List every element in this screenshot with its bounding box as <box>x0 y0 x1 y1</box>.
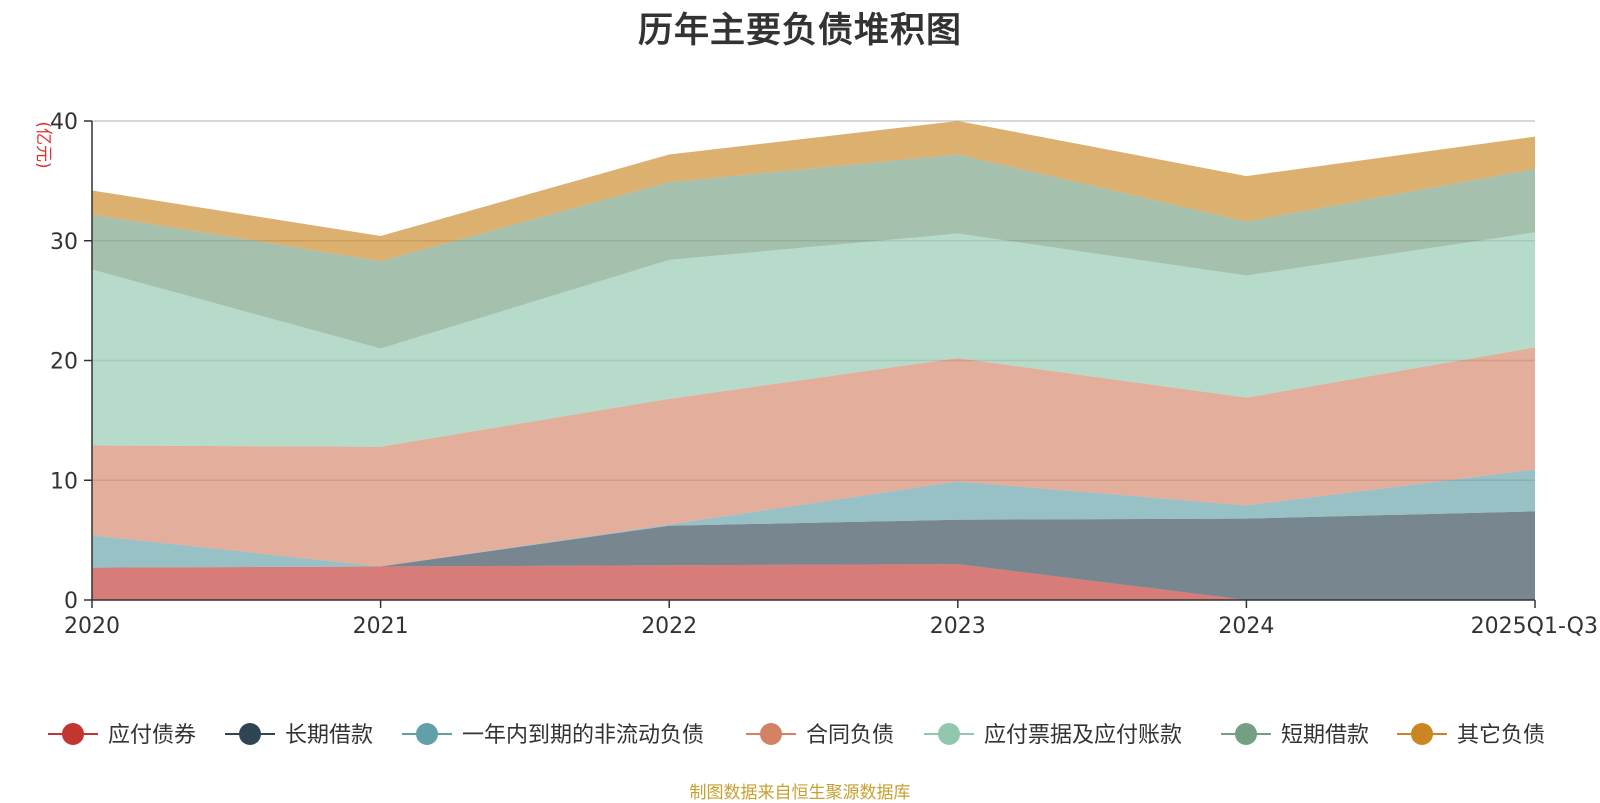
legend-marker <box>760 723 782 745</box>
legend-marker <box>1235 723 1257 745</box>
y-tick-label: 10 <box>50 469 78 494</box>
legend-marker <box>938 723 960 745</box>
source-note: 制图数据来自恒生聚源数据库 <box>689 783 911 803</box>
area-series-6 <box>92 121 1535 262</box>
legend-label: 应付票据及应付账款 <box>984 723 1182 748</box>
legend-marker <box>239 723 261 745</box>
legend-label: 一年内到期的非流动负债 <box>462 723 704 748</box>
legend-label: 应付债券 <box>108 723 196 748</box>
chart-title: 历年主要负债堆积图 <box>637 11 962 51</box>
area-series-2 <box>92 469 1535 568</box>
legend-marker <box>416 723 438 745</box>
y-tick-label: 20 <box>50 350 78 375</box>
y-axis-unit-label: (亿元) <box>33 121 53 168</box>
area-series-1 <box>92 511 1535 600</box>
y-tick-label: 30 <box>50 230 78 255</box>
legend-item[interactable]: 短期借款 <box>1221 723 1369 748</box>
legend-label: 其它负债 <box>1457 723 1545 748</box>
legend-marker <box>1411 723 1433 745</box>
x-tick-label: 2020 <box>64 614 120 639</box>
x-tick-label: 2023 <box>930 614 986 639</box>
legend-marker <box>62 723 84 745</box>
area-series-0 <box>92 564 1535 600</box>
x-tick-label: 2022 <box>641 614 697 639</box>
legend-item[interactable]: 合同负债 <box>746 723 894 748</box>
legend-item[interactable]: 一年内到期的非流动负债 <box>402 723 704 748</box>
x-tick-label: 2024 <box>1218 614 1274 639</box>
legend-item[interactable]: 应付票据及应付账款 <box>924 723 1182 748</box>
legend-label: 短期借款 <box>1281 723 1369 748</box>
area-series-4 <box>92 232 1535 447</box>
x-tick-label: 2021 <box>353 614 409 639</box>
y-tick-label: 0 <box>64 589 78 614</box>
legend-item[interactable]: 应付债券 <box>48 723 196 748</box>
legend-label: 长期借款 <box>285 723 373 748</box>
area-series-3 <box>92 347 1535 567</box>
x-tick-label: 2025Q1-Q3 <box>1471 614 1598 639</box>
legend-item[interactable]: 其它负债 <box>1397 723 1545 748</box>
area-series <box>92 121 1535 600</box>
legend-label: 合同负债 <box>806 723 894 748</box>
area-series-5 <box>92 154 1535 349</box>
axes: 0 10 20 30 40 2020 2021 2022 2023 2024 2025Q1-Q3 <box>50 110 1598 639</box>
legend-item[interactable]: 长期借款 <box>225 723 373 748</box>
legend: 应付债券 长期借款 一年内到期的非流动负债 合同负债 应付票据及应付账款 短期借款 其它负债 <box>48 723 1545 748</box>
y-tick-label: 40 <box>50 110 78 135</box>
